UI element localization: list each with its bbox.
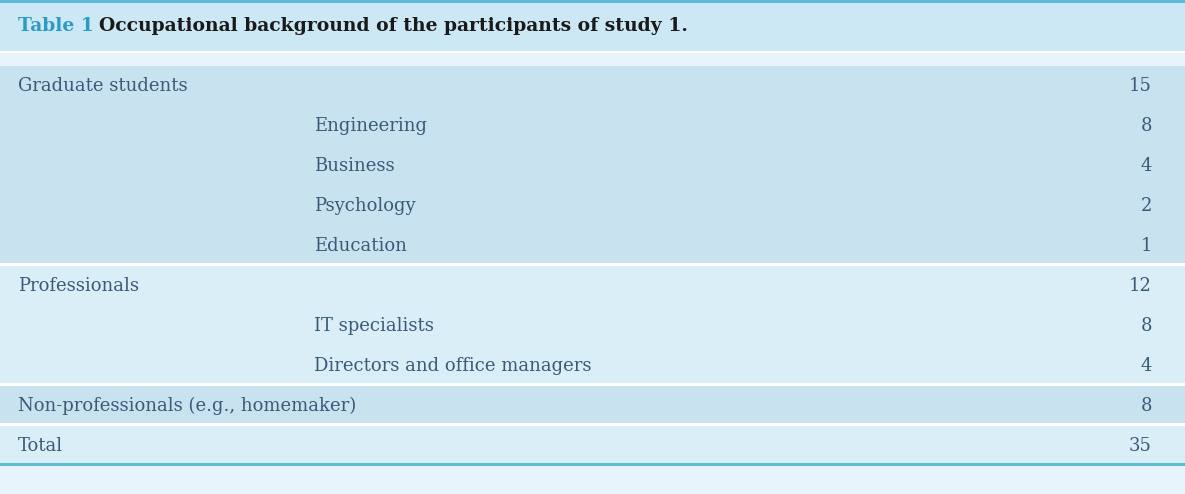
- Text: Engineering: Engineering: [314, 117, 427, 135]
- Text: 4: 4: [1140, 157, 1152, 175]
- Text: Graduate students: Graduate students: [18, 77, 187, 95]
- Bar: [0, 146, 1185, 186]
- Text: 8: 8: [1140, 397, 1152, 415]
- Bar: [0, 226, 1185, 266]
- Text: Education: Education: [314, 237, 406, 255]
- Text: Psychology: Psychology: [314, 197, 416, 215]
- Bar: [0, 346, 1185, 386]
- Bar: [0, 186, 1185, 226]
- Bar: [0, 263, 1185, 266]
- Bar: [0, 0, 1185, 3]
- Text: Occupational background of the participants of study 1.: Occupational background of the participa…: [87, 17, 687, 35]
- Text: 1: 1: [1140, 237, 1152, 255]
- Text: 2: 2: [1140, 197, 1152, 215]
- Text: 15: 15: [1129, 77, 1152, 95]
- Bar: [0, 0, 1185, 52]
- Bar: [0, 51, 1185, 53]
- Text: 12: 12: [1129, 277, 1152, 295]
- Text: 4: 4: [1140, 357, 1152, 375]
- Bar: [0, 66, 1185, 106]
- Bar: [0, 463, 1185, 466]
- Text: 35: 35: [1129, 437, 1152, 455]
- Bar: [0, 426, 1185, 466]
- Text: 8: 8: [1140, 117, 1152, 135]
- Text: Non-professionals (e.g., homemaker): Non-professionals (e.g., homemaker): [18, 397, 357, 415]
- Text: Total: Total: [18, 437, 63, 455]
- Bar: [0, 106, 1185, 146]
- Bar: [0, 383, 1185, 386]
- Bar: [0, 423, 1185, 426]
- Bar: [0, 266, 1185, 306]
- Text: Directors and office managers: Directors and office managers: [314, 357, 591, 375]
- Bar: [0, 386, 1185, 426]
- Text: Professionals: Professionals: [18, 277, 139, 295]
- Bar: [0, 306, 1185, 346]
- Text: Business: Business: [314, 157, 395, 175]
- Text: Table 1: Table 1: [18, 17, 94, 35]
- Text: IT specialists: IT specialists: [314, 317, 434, 335]
- Text: 8: 8: [1140, 317, 1152, 335]
